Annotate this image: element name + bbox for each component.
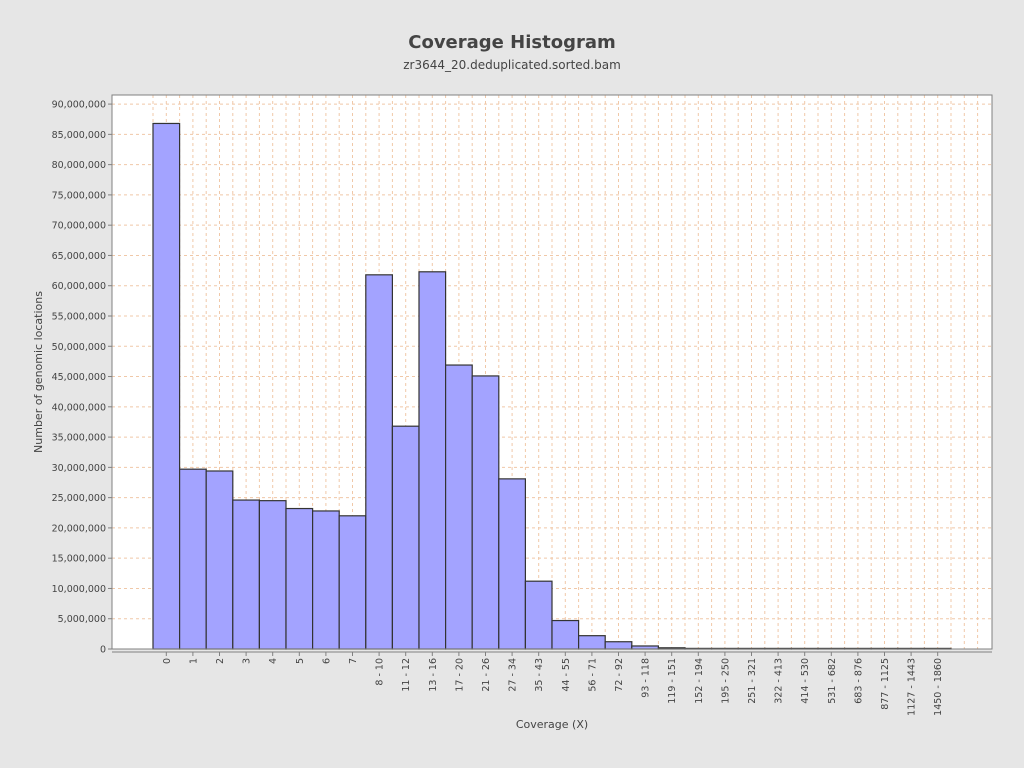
chart-subtitle: zr3644_20.deduplicated.sorted.bam	[403, 58, 621, 72]
histogram-bar	[338, 515, 367, 650]
histogram-bar	[524, 580, 553, 650]
x-tick-label: 17 - 20	[454, 658, 465, 692]
y-tick-label: 80,000,000	[52, 160, 106, 171]
chart-title: Coverage Histogram	[408, 32, 615, 53]
x-tick-label: 44 - 55	[561, 658, 572, 692]
y-tick-label: 0	[100, 645, 106, 656]
y-tick-label: 50,000,000	[52, 342, 106, 353]
x-tick-label: 93 - 118	[641, 658, 652, 698]
y-axis-ticks: 0 5,000,000 10,000,000 15,000,000 20,000,000…	[52, 100, 112, 656]
x-tick-label: 5	[295, 658, 306, 664]
histogram-bar	[258, 500, 287, 650]
x-tick-label: 13 - 16	[428, 658, 439, 692]
y-tick-label: 20,000,000	[52, 523, 106, 534]
x-tick-label: 414 - 530	[800, 658, 811, 704]
y-tick-label: 60,000,000	[52, 281, 106, 292]
x-tick-label: 1127 - 1443	[907, 658, 918, 716]
x-tick-label: 2	[215, 658, 226, 664]
histogram-bar	[285, 507, 314, 650]
histogram-bar	[551, 619, 580, 650]
histogram-bar	[471, 375, 500, 650]
x-tick-label: 7	[348, 658, 359, 664]
x-tick-label: 119 - 151	[667, 658, 678, 704]
histogram-bar	[312, 510, 340, 650]
y-axis-label: Number of genomic locations	[32, 291, 45, 453]
x-tick-label: 56 - 71	[587, 658, 598, 692]
histogram-bar	[445, 364, 473, 650]
plot-border	[111, 94, 993, 650]
y-tick-label: 15,000,000	[52, 554, 106, 565]
x-axis-label: Coverage (X)	[516, 718, 588, 731]
x-tick-label: 1450 - 1860	[933, 658, 944, 716]
x-tick-label: 0	[162, 658, 173, 664]
x-tick-label: 35 - 43	[534, 658, 545, 692]
x-tick-label: 3	[242, 658, 253, 664]
x-tick-label: 251 - 321	[747, 658, 758, 704]
x-tick-label: 683 - 876	[853, 658, 864, 704]
y-tick-label: 45,000,000	[52, 372, 106, 383]
y-tick-label: 35,000,000	[52, 433, 106, 444]
y-tick-label: 40,000,000	[52, 402, 106, 413]
y-tick-label: 55,000,000	[52, 311, 106, 322]
x-tick-label: 6	[321, 658, 332, 664]
histogram-bar	[577, 635, 606, 650]
y-tick-label: 5,000,000	[58, 614, 106, 625]
y-tick-label: 70,000,000	[52, 221, 106, 232]
x-tick-label: 531 - 682	[827, 658, 838, 704]
x-tick-label: 72 - 92	[614, 658, 625, 692]
x-tick-label: 322 - 413	[774, 658, 785, 704]
histogram-bar	[152, 122, 181, 650]
histogram-bar	[232, 499, 261, 650]
y-tick-label: 75,000,000	[52, 190, 106, 201]
histogram-bar	[418, 271, 447, 650]
x-tick-label: 195 - 250	[720, 658, 731, 704]
x-axis-ticks: 0 1 2 3 4 5 6 7 8 - 10 11 - 12 13 - 16 17 - 20 21 - …	[162, 652, 944, 716]
histogram-bar	[604, 641, 633, 650]
histogram-bar	[391, 425, 420, 650]
x-tick-label: 11 - 12	[401, 658, 412, 692]
y-tick-label: 65,000,000	[52, 251, 106, 262]
y-tick-label: 10,000,000	[52, 584, 106, 595]
histogram-bar	[179, 468, 207, 650]
x-tick-label: 1	[188, 658, 199, 664]
histogram-bar	[205, 470, 234, 650]
histogram-bar	[365, 274, 393, 650]
x-tick-label: 8 - 10	[375, 658, 386, 686]
histogram-bar	[498, 478, 526, 650]
y-tick-label: 25,000,000	[52, 493, 106, 504]
y-tick-label: 85,000,000	[52, 130, 106, 141]
x-tick-label: 4	[268, 658, 279, 664]
x-tick-label: 27 - 34	[508, 658, 519, 692]
y-tick-label: 30,000,000	[52, 463, 106, 474]
x-tick-label: 152 - 194	[694, 658, 705, 704]
x-tick-label: 21 - 26	[481, 658, 492, 692]
y-tick-label: 90,000,000	[52, 100, 106, 111]
x-tick-label: 877 - 1125	[880, 658, 891, 710]
